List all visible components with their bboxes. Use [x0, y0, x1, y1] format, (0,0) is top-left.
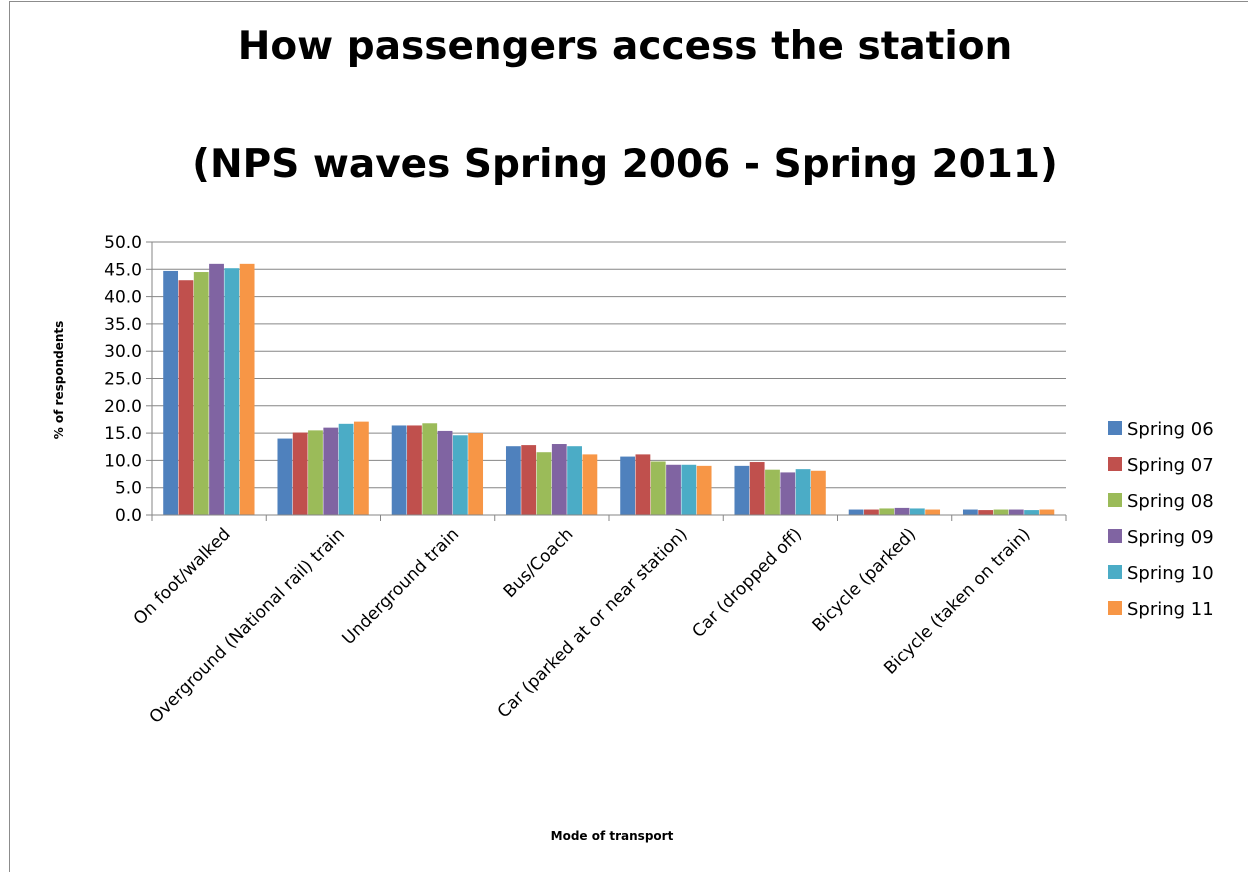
x-tick-label: Underground train [338, 524, 463, 649]
y-axis-label: % of respondents [52, 321, 66, 440]
bar [650, 461, 666, 515]
bar [734, 465, 750, 515]
bar [1039, 509, 1055, 515]
legend-swatch [1108, 601, 1122, 615]
x-tick-label: Bicycle (parked) [809, 524, 921, 636]
bar [536, 452, 552, 515]
y-tick-label: 5.0 [115, 479, 142, 499]
bar [795, 469, 811, 515]
bar [978, 510, 994, 515]
chart-title: How passengers access the station [237, 24, 1013, 69]
y-axis-ticks: 0.0 5.0 10.0 15.0 20.0 25.0 30.0 35.0 40.0 45.0 50… [104, 233, 142, 526]
bar [894, 507, 910, 515]
x-tick-label: Car (dropped off) [688, 524, 805, 641]
bar [864, 509, 879, 515]
legend-swatch [1108, 457, 1122, 471]
legend-label: Spring 08 [1127, 491, 1214, 512]
bar [696, 465, 712, 515]
bar [993, 509, 1009, 515]
bar [1008, 509, 1024, 515]
bar [468, 433, 484, 515]
bar [810, 470, 826, 515]
bar [582, 454, 598, 515]
bar [765, 469, 780, 515]
bar [178, 280, 194, 515]
gridlines [152, 241, 1066, 489]
x-axis-label: Mode of transport [551, 829, 674, 843]
bar [962, 509, 978, 515]
bar [521, 445, 537, 515]
legend-label: Spring 07 [1127, 455, 1214, 476]
x-tick-label: Car (parked at or near station) [494, 524, 692, 722]
legend-swatch [1108, 565, 1122, 579]
bar [567, 446, 582, 515]
bar [620, 456, 636, 515]
y-tick-label: 10.0 [104, 451, 142, 471]
bar [452, 435, 468, 515]
bar [879, 508, 895, 515]
bar [848, 509, 864, 515]
axes [146, 241, 1067, 521]
bar [780, 472, 796, 515]
bar [338, 423, 354, 515]
x-tick-label: Overground (National rail) train [146, 524, 349, 727]
y-tick-label: 50.0 [104, 233, 142, 253]
x-tick-label: On foot/walked [130, 524, 235, 629]
x-tick-label: Bus/Coach [500, 524, 578, 602]
bar [925, 509, 941, 515]
bar [239, 263, 255, 515]
y-tick-label: 25.0 [104, 370, 142, 390]
bar [635, 454, 651, 515]
y-tick-label: 35.0 [104, 315, 142, 335]
bar [505, 446, 521, 515]
bar [391, 425, 407, 515]
legend-label: Spring 06 [1127, 419, 1214, 440]
bar [666, 464, 681, 515]
chart-subtitle: (NPS waves Spring 2006 - Spring 2011) [192, 142, 1058, 187]
y-tick-label: 30.0 [104, 342, 142, 362]
legend-swatch [1108, 529, 1122, 543]
bar [353, 421, 369, 515]
bar [681, 464, 697, 515]
bar [292, 432, 308, 515]
bar [209, 263, 224, 515]
bar [407, 425, 422, 515]
legend-swatch [1108, 493, 1122, 507]
bar [909, 508, 925, 515]
bar [749, 462, 765, 515]
y-tick-label: 15.0 [104, 424, 142, 444]
bar [551, 444, 567, 515]
bar [163, 270, 179, 515]
bar [422, 423, 438, 515]
legend-label: Spring 10 [1127, 563, 1214, 584]
bar [277, 438, 293, 515]
y-tick-label: 45.0 [104, 260, 142, 280]
legend-swatch [1108, 421, 1122, 435]
y-tick-label: 0.0 [115, 506, 142, 526]
legend: Spring 06 Spring 07 Spring 08 Spring 09 Spri… [1108, 419, 1214, 620]
bar [224, 268, 240, 515]
bar [1024, 510, 1039, 515]
bar [193, 272, 209, 515]
bar [308, 430, 323, 515]
legend-label: Spring 09 [1127, 527, 1214, 548]
bar [323, 427, 339, 515]
bar [437, 430, 453, 515]
y-tick-label: 40.0 [104, 288, 142, 308]
legend-label: Spring 11 [1127, 599, 1214, 620]
y-tick-label: 20.0 [104, 397, 142, 417]
bars [163, 263, 1055, 515]
